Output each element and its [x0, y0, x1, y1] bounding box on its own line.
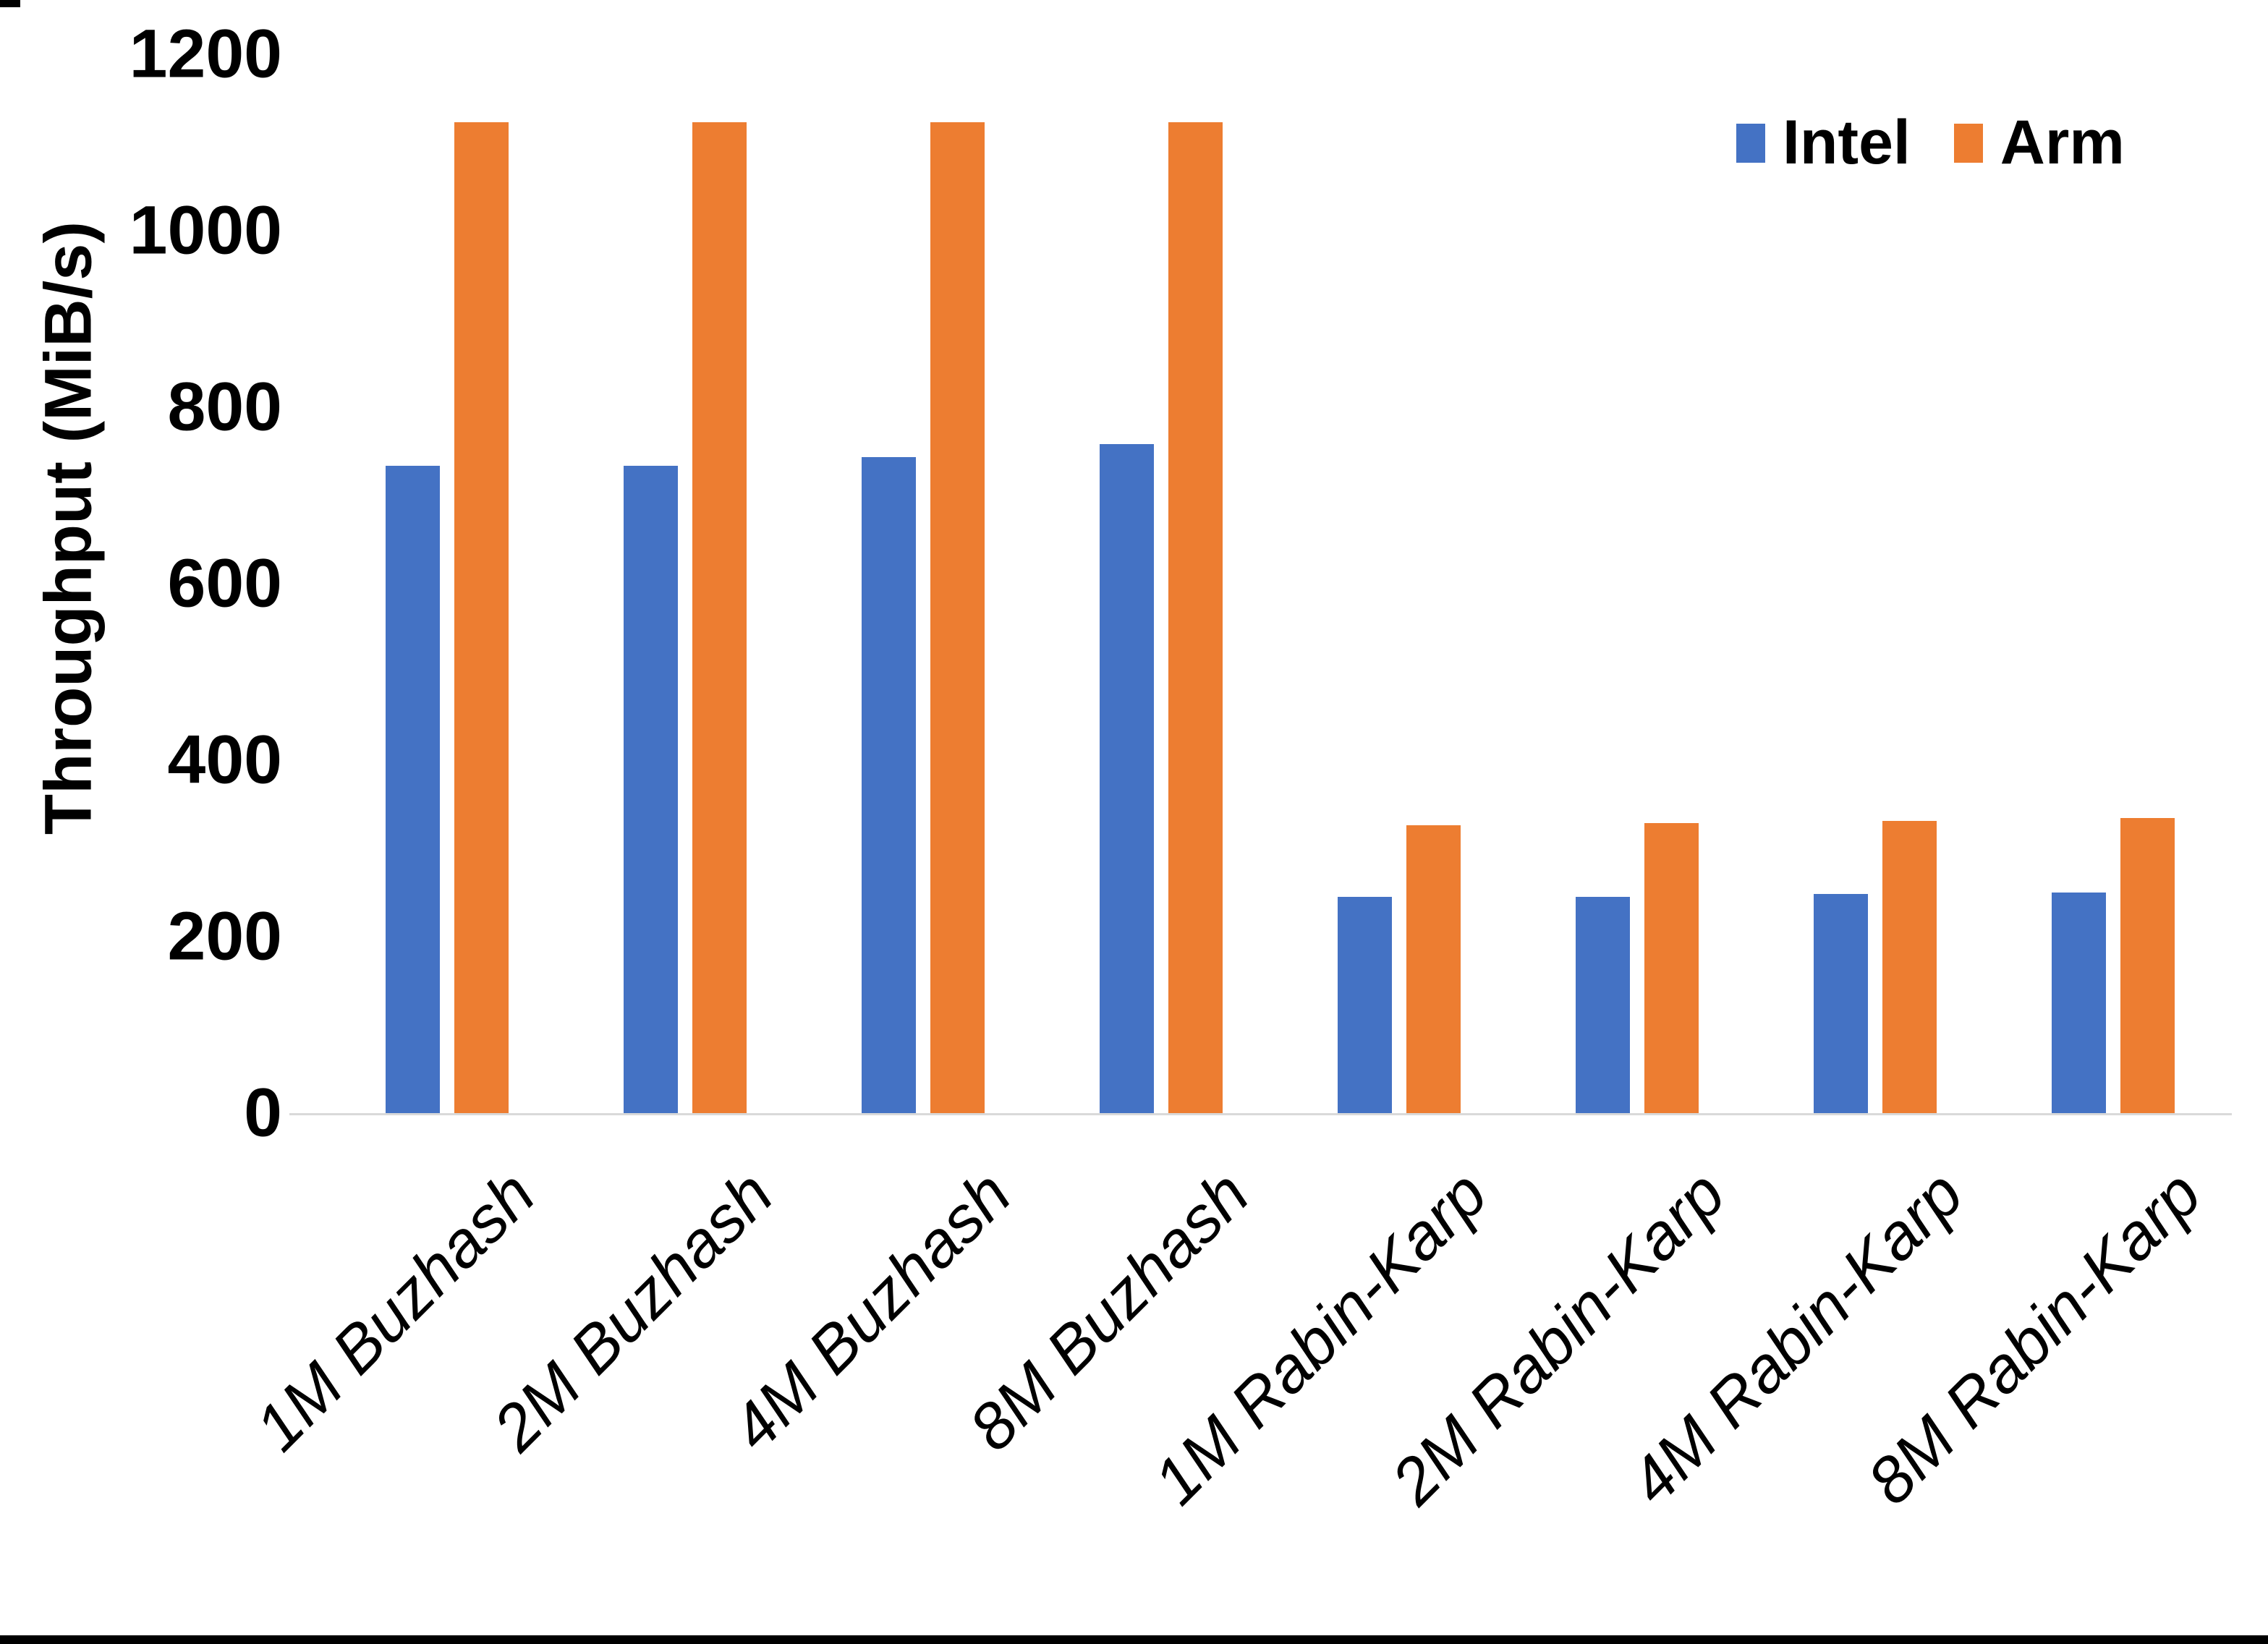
bar-arm-7 [1882, 820, 1937, 1115]
legend: Intel Arm [1736, 107, 2125, 179]
legend-label-intel: Intel [1783, 108, 1911, 177]
bar-arm-8 [2120, 818, 2175, 1115]
bar-arm-3 [930, 122, 985, 1115]
bottom-border-bar [0, 1635, 2268, 1644]
y-tick-label: 1000 [129, 192, 282, 269]
y-axis-title: Throughput (MiB/s) [31, 221, 106, 835]
y-tick-label: 600 [167, 545, 282, 622]
bar-arm-1 [454, 122, 509, 1115]
legend-swatch-arm [1953, 123, 1983, 163]
bar-arm-6 [1644, 823, 1699, 1115]
y-tick-label: 800 [167, 368, 282, 446]
bar-intel-6 [1575, 896, 1630, 1115]
bar-intel-8 [2051, 892, 2106, 1115]
bar-intel-5 [1337, 896, 1392, 1115]
bar-arm-4 [1168, 122, 1223, 1115]
legend-item-intel: Intel [1736, 107, 1911, 179]
y-tick-label: 400 [167, 721, 282, 798]
y-tick-label: 1200 [129, 15, 282, 93]
bar-arm-2 [692, 122, 747, 1115]
bar-arm-5 [1406, 825, 1461, 1115]
bar-intel-1 [385, 466, 440, 1115]
y-tick-label: 200 [167, 898, 282, 975]
bar-intel-3 [861, 457, 916, 1115]
legend-item-arm: Arm [1953, 107, 2125, 179]
top-left-corner-mark [0, 0, 20, 7]
legend-label-arm: Arm [2000, 108, 2125, 177]
bar-intel-7 [1813, 894, 1868, 1115]
x-axis-line [289, 1113, 2232, 1115]
y-tick-label: 0 [244, 1074, 282, 1151]
bar-intel-2 [623, 466, 678, 1115]
legend-swatch-intel [1736, 123, 1765, 163]
bar-intel-4 [1099, 443, 1154, 1115]
